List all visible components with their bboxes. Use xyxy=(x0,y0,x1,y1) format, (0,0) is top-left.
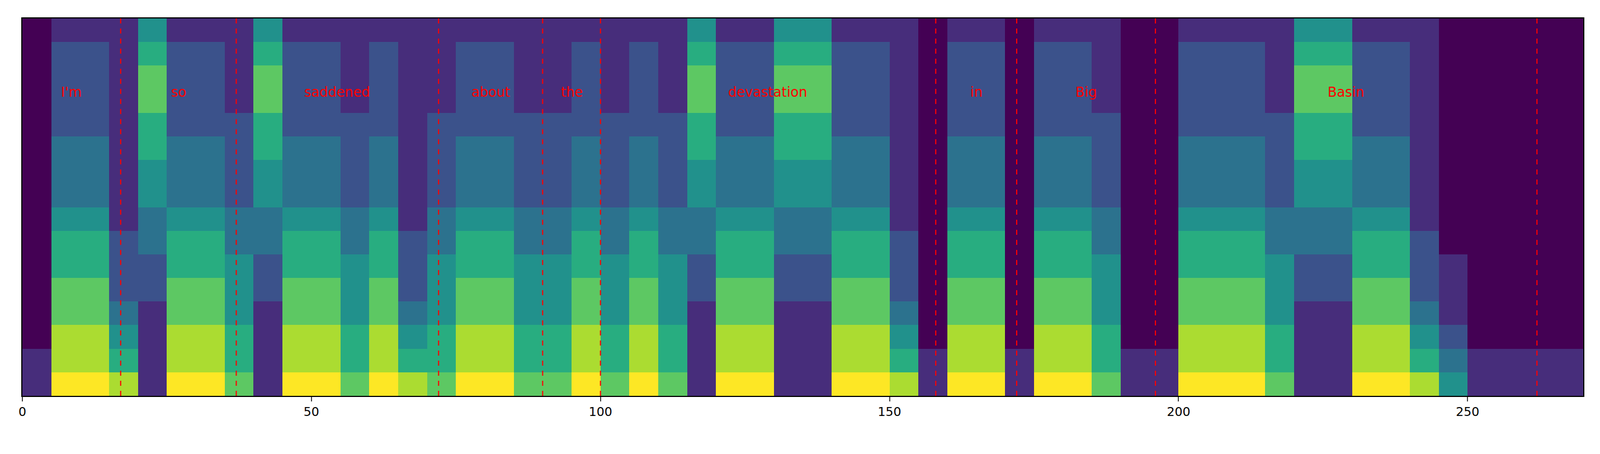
svg-text:I'm: I'm xyxy=(60,84,82,101)
svg-text:250: 250 xyxy=(1455,404,1480,419)
svg-text:50: 50 xyxy=(303,404,320,419)
svg-text:150: 150 xyxy=(878,404,902,419)
svg-text:Basin: Basin xyxy=(1327,84,1365,101)
svg-text:0: 0 xyxy=(18,404,27,419)
svg-text:devastation: devastation xyxy=(728,84,808,101)
svg-text:about: about xyxy=(471,84,511,101)
svg-text:the: the xyxy=(560,84,583,101)
svg-text:saddened: saddened xyxy=(304,84,371,101)
svg-text:in: in xyxy=(970,84,983,101)
svg-text:200: 200 xyxy=(1166,404,1191,419)
svg-text:100: 100 xyxy=(588,404,613,419)
svg-text:Big: Big xyxy=(1075,84,1097,101)
svg-text:so: so xyxy=(171,84,187,101)
